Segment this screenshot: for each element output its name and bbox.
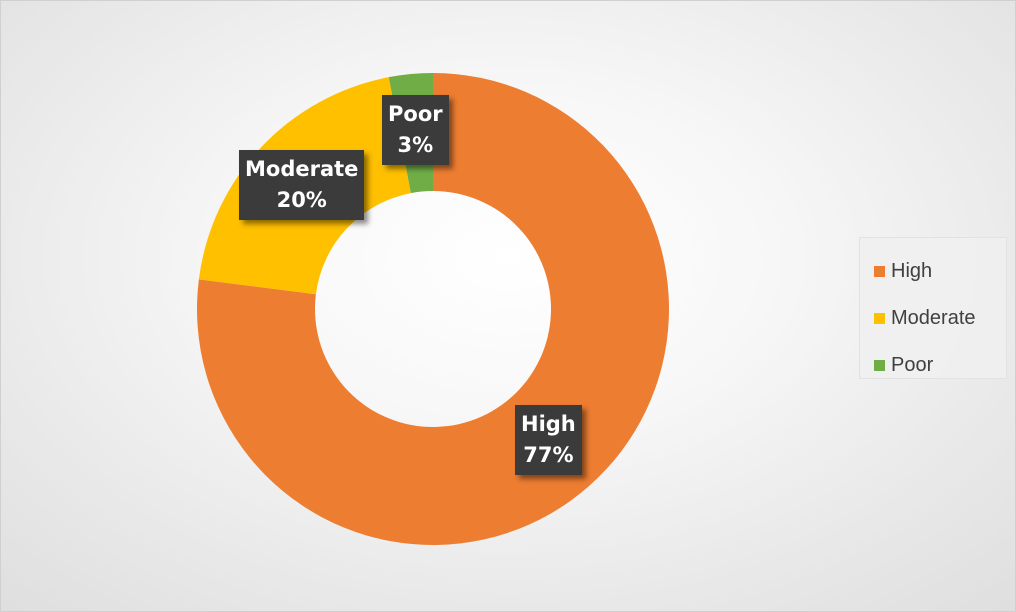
data-label-moderate-category: Moderate [245, 157, 359, 181]
legend-label-high: High [891, 260, 933, 282]
legend-label-moderate: Moderate [891, 307, 976, 329]
legend-swatch-moderate [874, 313, 885, 324]
data-label-moderate: Moderate 20% [239, 150, 365, 220]
data-label-moderate-value: 20% [276, 188, 327, 212]
data-label-high-category: High [521, 412, 576, 436]
legend-item-high[interactable]: High [874, 248, 1006, 295]
data-label-high-value: 77% [523, 443, 574, 467]
legend-item-moderate[interactable]: Moderate [874, 295, 1006, 342]
data-label-poor-value: 3% [397, 133, 434, 157]
data-label-poor: Poor 3% [382, 95, 449, 165]
data-label-poor-category: Poor [388, 102, 443, 126]
legend-swatch-high [874, 266, 885, 277]
legend-item-poor[interactable]: Poor [874, 342, 1006, 389]
legend: High Moderate Poor [859, 237, 1007, 379]
legend-label-poor: Poor [891, 354, 934, 376]
data-label-high: High 77% [515, 405, 582, 475]
legend-swatch-poor [874, 360, 885, 371]
